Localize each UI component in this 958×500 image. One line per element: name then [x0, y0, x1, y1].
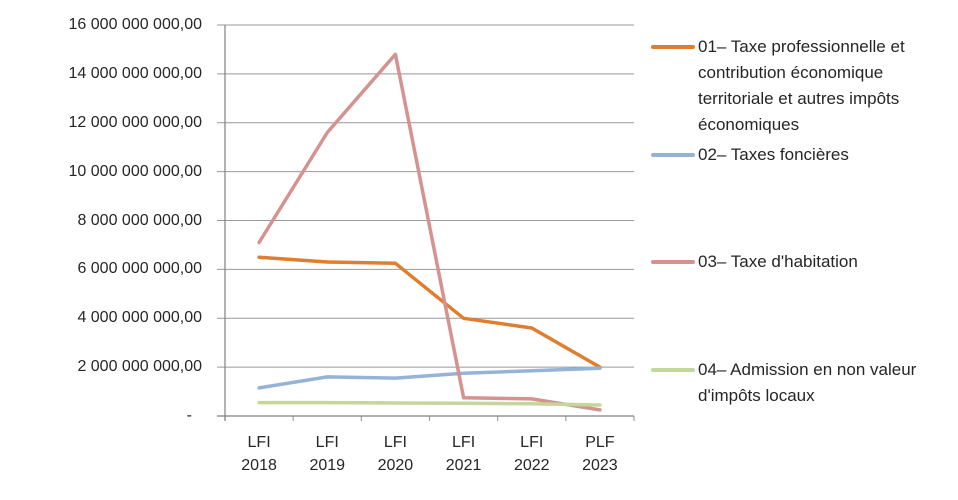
x-tick-label-line2: 2021	[445, 457, 482, 474]
legend-swatch-03	[651, 260, 695, 264]
x-tick-label-line1: LFI	[315, 434, 339, 451]
y-tick-label: 2 000 000 000,00	[77, 358, 202, 376]
x-tick-label-line1: PLF	[585, 434, 615, 451]
legend-swatch-04	[651, 368, 695, 372]
series-line-04	[257, 400, 602, 407]
x-tick-marks	[224, 416, 635, 421]
y-tick-label: 6 000 000 000,00	[77, 260, 202, 278]
legend-swatch-01	[651, 45, 695, 49]
legend-item-04: 04– Admission en non valeur d'impôts loc…	[651, 357, 958, 409]
legend-item-03: 03– Taxe d'habitation	[651, 249, 958, 275]
y-axis-labels: 16 000 000 000,00 14 000 000 000,00 12 000…	[0, 0, 202, 500]
x-tick-label: LFI 2021	[430, 431, 498, 477]
x-tick-label-line1: LFI	[247, 434, 271, 451]
y-tick-label: 12 000 000 000,00	[68, 113, 202, 131]
x-tick-label-line2: 2020	[377, 457, 414, 474]
y-tick-label: -	[186, 407, 192, 424]
x-tick-label-line1: LFI	[452, 434, 476, 451]
x-tick-label: LFI 2020	[361, 431, 429, 477]
series-line-02	[257, 366, 602, 390]
x-tick-label-line1: LFI	[383, 434, 407, 451]
series-line-03	[257, 52, 602, 412]
y-tick-label: 16 000 000 000,00	[68, 16, 202, 33]
x-tick-label-line2: 2023	[582, 457, 618, 474]
legend-label-04: 04– Admission en non valeur d'impôts loc…	[698, 360, 917, 405]
x-tick-label: LFI 2019	[293, 431, 361, 477]
legend-label-03: 03– Taxe d'habitation	[698, 252, 858, 271]
x-tick-label: LFI 2022	[498, 431, 566, 477]
y-tick-label: 14 000 000 000,00	[68, 64, 202, 82]
x-tick-label-line1: LFI	[520, 434, 544, 451]
legend-item-02: 02– Taxes foncières	[651, 142, 958, 168]
y-tick-label: 10 000 000 000,00	[68, 162, 202, 180]
x-axis-labels: LFI 2018 LFI 2019 LFI 2020 LFI 2021 LFI 2022 PLF 20…	[225, 431, 634, 491]
legend-item-01: 01– Taxe professionnelle et contribution…	[651, 34, 958, 138]
x-tick-label-line2: 2018	[241, 457, 277, 474]
legend-label-01: 01– Taxe professionnelle et contribution…	[698, 37, 905, 134]
x-tick-label-line2: 2022	[513, 457, 550, 474]
y-tick-label: 8 000 000 000,00	[77, 211, 202, 229]
x-tick-label: PLF 2023	[566, 431, 634, 477]
legend-label-02: 02– Taxes foncières	[698, 145, 849, 164]
legend-swatch-02	[651, 153, 695, 157]
x-tick-label-line2: 2019	[309, 457, 346, 474]
gridlines	[217, 24, 634, 417]
x-tick-label: LFI 2018	[225, 431, 293, 477]
y-tick-label: 4 000 000 000,00	[77, 309, 202, 327]
series-line-01	[257, 255, 602, 369]
